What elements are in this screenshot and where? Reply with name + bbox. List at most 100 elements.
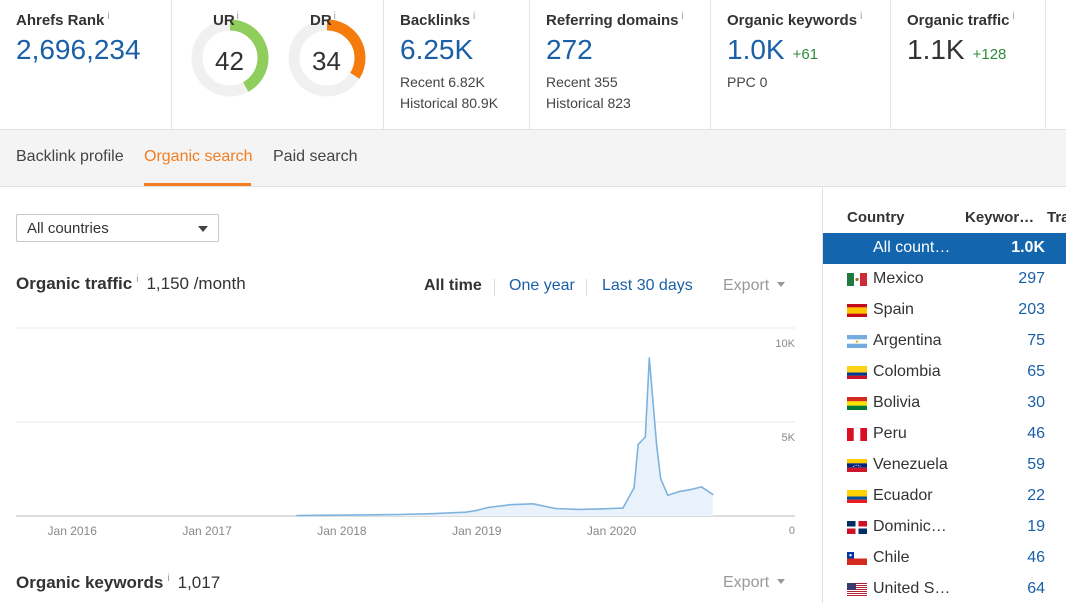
traffic-point	[397, 513, 399, 516]
country-row-mexico[interactable]: Mexico 297	[823, 264, 1066, 295]
info-icon[interactable]: i	[681, 11, 684, 22]
country-row-argentina[interactable]: Argentina 75	[823, 326, 1066, 357]
backlinks-value[interactable]: 6.25K	[400, 34, 474, 65]
country-keywords-value[interactable]: 46	[1027, 549, 1045, 566]
range-all-time[interactable]: All time	[424, 277, 482, 294]
info-icon[interactable]: i	[473, 11, 476, 22]
traffic-column-header[interactable]: Tra	[1047, 209, 1066, 226]
info-icon[interactable]: i	[136, 274, 139, 285]
colombia-flag-icon	[847, 366, 867, 379]
country-name[interactable]: Argentina	[873, 332, 942, 349]
info-icon[interactable]: i	[1012, 11, 1015, 22]
country-name[interactable]: Mexico	[873, 270, 924, 287]
traffic-export-button[interactable]: Export	[723, 277, 786, 295]
country-row-colombia[interactable]: Colombia 65	[823, 357, 1066, 388]
country-row-usa[interactable]: United S… 64	[823, 574, 1066, 603]
traffic-point	[296, 514, 298, 517]
country-name[interactable]: Peru	[873, 425, 907, 442]
traffic-point	[577, 508, 579, 511]
dominican-flag-icon	[847, 521, 867, 534]
mexico-flag-icon	[847, 273, 867, 286]
country-row-spain[interactable]: Spain 203	[823, 295, 1066, 326]
bolivia-flag-icon	[847, 397, 867, 410]
country-column-header[interactable]: Country	[847, 209, 905, 226]
range-divider	[586, 279, 587, 296]
country-row-dominican[interactable]: Dominic… 19	[823, 512, 1066, 543]
ahrefs-rank-value[interactable]: 2,696,234	[16, 34, 141, 65]
dr-label: DR i	[310, 11, 336, 29]
range-one-year[interactable]: One year	[509, 277, 575, 294]
tab-organic-search[interactable]: Organic search	[144, 148, 253, 165]
country-name[interactable]: Spain	[873, 301, 914, 318]
organic-traffic-label: Organic traffic i	[907, 11, 1015, 29]
backlinks-card: Backlinks i 6.25K Recent 6.82K Historical…	[384, 0, 530, 129]
tab-paid-search[interactable]: Paid search	[273, 148, 358, 165]
info-icon[interactable]: i	[167, 573, 170, 584]
traffic-point	[329, 514, 332, 516]
country-keywords-value[interactable]: 64	[1027, 580, 1045, 597]
ur-label: UR i	[213, 11, 239, 29]
dr-gauge[interactable]: DR i 34	[285, 6, 383, 118]
country-row-ecuador[interactable]: Ecuador 22	[823, 481, 1066, 512]
info-icon[interactable]: i	[107, 11, 110, 22]
country-name[interactable]: Ecuador	[873, 487, 933, 504]
country-row-chile[interactable]: Chile 46	[823, 543, 1066, 574]
country-row-peru[interactable]: Peru 46	[823, 419, 1066, 450]
country-row-none[interactable]: All count… 1.0K	[823, 233, 1066, 264]
country-name[interactable]: Dominic…	[873, 518, 947, 535]
country-keywords-value[interactable]: 30	[1027, 394, 1045, 411]
organic-traffic-card: Organic traffic i 1.1K +128	[891, 0, 1046, 129]
active-tab-indicator	[144, 183, 251, 186]
info-icon[interactable]: i	[860, 11, 863, 22]
y-tick-label: 5K	[782, 432, 796, 444]
country-name[interactable]: All count…	[873, 239, 951, 256]
country-keywords-value[interactable]: 19	[1027, 518, 1045, 535]
tab-backlink-profile[interactable]: Backlink profile	[16, 148, 124, 165]
country-name[interactable]: Venezuela	[873, 456, 948, 473]
caret-down-icon	[777, 282, 786, 287]
traffic-point	[689, 488, 692, 491]
referring-domains-card: Referring domains i 272 Recent 355 Histor…	[530, 0, 711, 129]
country-row-bolivia[interactable]: Bolivia 30	[823, 388, 1066, 419]
traffic-point	[667, 494, 669, 497]
country-keywords-value[interactable]: 65	[1027, 363, 1045, 380]
x-tick-label: Jan 2018	[317, 524, 367, 538]
backlinks-historical: Historical 80.9K	[400, 95, 499, 111]
info-icon[interactable]: i	[236, 11, 239, 22]
ur-gauge[interactable]: UR i 42	[188, 6, 286, 118]
organic-keywords-heading: Organic keywords i 1,017	[16, 573, 221, 592]
country-keywords-value[interactable]: 59	[1027, 456, 1045, 473]
referring-domains-value[interactable]: 272	[546, 34, 593, 65]
traffic-point	[464, 511, 467, 513]
organic-traffic-monthly: 1,150 /month	[146, 274, 246, 293]
range-last-30-days[interactable]: Last 30 days	[602, 277, 693, 294]
range-divider	[494, 279, 495, 296]
country-row-venezuela[interactable]: Venezuela 59	[823, 450, 1066, 481]
country-name[interactable]: Bolivia	[873, 394, 921, 411]
country-keywords-value[interactable]: 1.0K	[1011, 239, 1045, 256]
ur-value: 42	[215, 46, 244, 76]
country-name[interactable]: Colombia	[873, 363, 941, 380]
country-keywords-value[interactable]: 297	[1018, 270, 1045, 287]
organic-traffic-value[interactable]: 1.1K +128	[907, 34, 1007, 65]
info-icon[interactable]: i	[333, 11, 336, 22]
organic-traffic-delta: +128	[972, 46, 1007, 63]
y-tick-label: 10K	[775, 338, 795, 350]
organic-keywords-value[interactable]: 1.0K +61	[727, 34, 819, 65]
spain-flag-icon	[847, 304, 867, 317]
x-tick-label: Jan 2016	[48, 524, 98, 538]
country-keywords-value[interactable]: 75	[1027, 332, 1045, 349]
traffic-point	[700, 486, 703, 488]
traffic-point	[648, 357, 651, 359]
country-keywords-value[interactable]: 203	[1018, 301, 1045, 318]
country-keywords-value[interactable]: 46	[1027, 425, 1045, 442]
country-name[interactable]: United S…	[873, 580, 951, 597]
section-tabs: Backlink profile Organic search Paid sea…	[0, 130, 1066, 187]
keywords-column-header[interactable]: Keywor…	[965, 209, 1035, 226]
country-keywords-value[interactable]: 22	[1027, 487, 1045, 504]
country-name[interactable]: Chile	[873, 549, 910, 566]
traffic-point	[363, 514, 366, 516]
next-metric-card-partial	[1046, 0, 1066, 129]
country-select[interactable]: All countries	[16, 214, 219, 242]
keywords-export-button[interactable]: Export	[723, 574, 786, 592]
